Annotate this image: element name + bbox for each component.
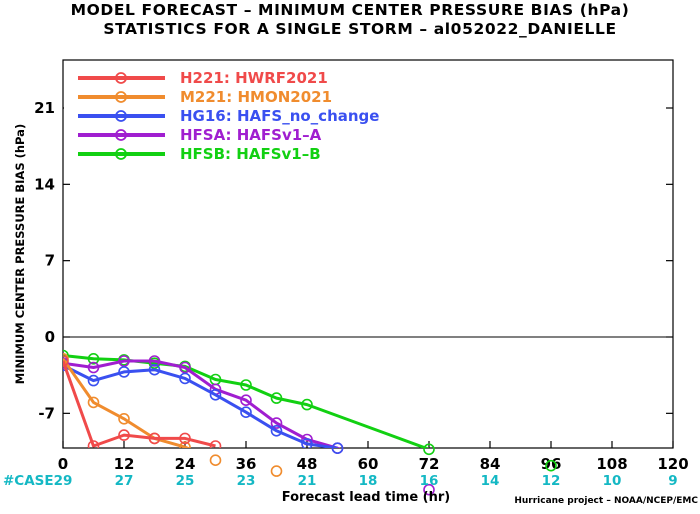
data-point-m221 <box>270 465 283 477</box>
case-count: 21 <box>298 473 317 489</box>
data-point-hfsb <box>240 379 252 391</box>
x-tick-label: 36 <box>236 455 257 473</box>
x-tick-label: 24 <box>175 455 196 473</box>
legend-label-h221: H221: HWRF2021 <box>180 69 328 87</box>
data-point-hfsa <box>118 355 130 367</box>
y-axis: -7 0 7 14 21 <box>34 99 673 422</box>
data-point-hfsa <box>179 361 191 374</box>
data-point-h221 <box>87 440 100 448</box>
legend-marker-m221 <box>115 91 127 103</box>
legend-label-hfsa: HFSA: HAFSv1–A <box>180 126 322 144</box>
y-tick-label: -7 <box>38 404 55 422</box>
data-point-hfsb <box>423 443 435 456</box>
x-tick-label: 108 <box>596 455 627 473</box>
series-layer <box>63 349 431 448</box>
series-line-hg16 <box>63 364 338 448</box>
chart-subtitle: STATISTICS FOR A SINGLE STORM – al052022… <box>103 20 616 38</box>
case-count: 12 <box>542 473 561 489</box>
series-clip-group <box>63 349 431 448</box>
x-tick-label: 12 <box>114 455 135 473</box>
y-tick-label: 0 <box>45 328 55 346</box>
data-point-hfsa <box>270 417 283 429</box>
data-point-m221 <box>209 454 222 467</box>
data-point-hfsa <box>240 394 252 407</box>
data-point-hfsb <box>301 398 313 411</box>
case-count: 14 <box>481 473 500 489</box>
x-tick-label: 0 <box>58 455 68 473</box>
case-count: 18 <box>359 473 378 489</box>
data-point-hfsb <box>270 392 283 404</box>
case-count: 27 <box>115 473 134 489</box>
case-counts: 29 27 25 23 21 18 16 14 12 10 9 <box>54 473 678 489</box>
x-tick-label: 48 <box>297 455 318 473</box>
data-point-hfsa <box>423 483 435 496</box>
legend-label-hfsb: HFSB: HAFSv1–B <box>180 145 321 163</box>
x-tick-label: 96 <box>541 455 562 473</box>
data-point-hfsa <box>87 361 100 374</box>
case-label: #CASE <box>3 473 54 489</box>
case-count: 25 <box>176 473 195 489</box>
data-point-hg16 <box>301 438 313 448</box>
data-point-m221 <box>87 396 100 409</box>
data-point-h221 <box>63 355 69 367</box>
data-point-hg16 <box>148 363 161 376</box>
data-point-hfsa <box>148 355 161 367</box>
legend-label-m221: M221: HMON2021 <box>180 88 332 106</box>
data-point-m221 <box>118 412 130 425</box>
chart-title: MODEL FORECAST – MINIMUM CENTER PRESSURE… <box>71 1 630 19</box>
data-point-hg16 <box>87 374 100 387</box>
data-point-hg16 <box>331 442 344 455</box>
legend-marker-h221 <box>115 72 127 84</box>
data-point-h221 <box>148 432 161 445</box>
data-point-hg16 <box>240 406 252 419</box>
data-point-m221 <box>179 441 191 448</box>
x-tick-label: 120 <box>657 455 688 473</box>
data-point-h221 <box>209 440 222 448</box>
case-count: 9 <box>668 473 677 489</box>
data-point-hfsb <box>63 349 69 362</box>
outside-markers <box>209 442 557 496</box>
y-axis-label: MINIMUM CENTER PRESSURE BIAS (hPa) <box>13 124 27 384</box>
x-axis-label: Forecast lead time (hr) <box>282 490 450 505</box>
x-tick-label: 60 <box>358 455 379 473</box>
data-point-hfsb <box>87 352 100 365</box>
credit-text: Hurricane project – NOAA/NCEP/EMC <box>514 496 698 506</box>
x-tick-label: 84 <box>480 455 501 473</box>
case-count: 23 <box>237 473 256 489</box>
data-point-hfsb <box>545 459 557 472</box>
legend-label-hg16: HG16: HAFS_no_change <box>180 107 379 125</box>
data-point-hg16 <box>270 424 283 437</box>
y-tick-label: 7 <box>45 252 55 270</box>
case-count: 10 <box>603 473 622 489</box>
legend-marker-hg16 <box>115 110 127 122</box>
y-tick-label: 21 <box>34 99 55 117</box>
data-point-hg16 <box>118 366 130 378</box>
legend-marker-hfsb <box>115 148 127 160</box>
y-tick-label: 14 <box>34 175 55 193</box>
series-line-hfsb <box>63 354 431 448</box>
data-point-hg16 <box>179 372 191 385</box>
x-tick-label: 72 <box>419 455 440 473</box>
data-point-h221 <box>179 432 191 445</box>
x-axis: 0 12 24 36 48 60 72 84 96 108 120 <box>58 441 689 473</box>
case-count: 29 <box>54 473 73 489</box>
data-point-hg16 <box>209 388 222 401</box>
legend-marker-hfsa <box>115 129 127 141</box>
data-point-h221 <box>118 429 130 441</box>
case-count: 16 <box>420 473 439 489</box>
